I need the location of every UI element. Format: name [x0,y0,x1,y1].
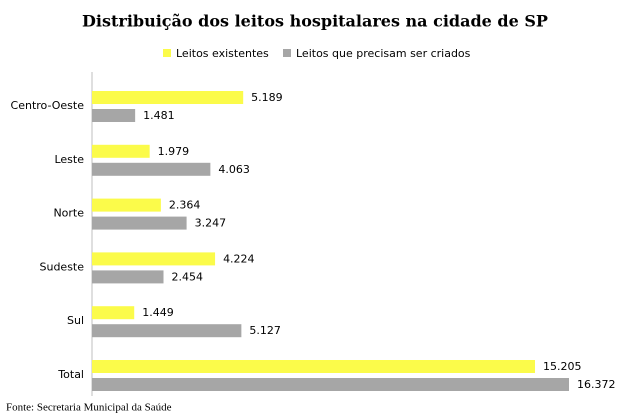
bar [92,198,161,212]
value-label: 2.364 [169,199,201,212]
bar [92,306,135,320]
value-label: 1.979 [158,145,190,158]
bar [92,360,535,373]
bar [92,324,242,338]
value-label: 4.063 [218,163,250,176]
chart-title: Distribuição dos leitos hospitalares na … [82,12,548,31]
value-label: 1.481 [143,109,175,122]
legend-label: Leitos que precisam ser criados [296,47,471,60]
legend-swatch [283,49,291,57]
bar [92,378,569,391]
value-label: 1.449 [142,306,174,319]
value-label: 3.247 [195,217,227,230]
value-label: 5.127 [249,324,281,337]
y-tick-label: Centro-Oeste [11,99,85,112]
bar [92,109,136,122]
value-label: 15.205 [543,360,582,373]
source: Fonte: Secretaria Municipal da Saúde [6,402,172,414]
legend-label: Leitos existentes [176,47,269,60]
value-label: 5.189 [251,91,282,104]
bar [92,270,164,284]
y-tick-label: Sudeste [39,260,84,273]
bar [92,216,187,230]
value-label: 16.372 [577,378,616,391]
value-label: 2.454 [171,270,203,283]
value-label: 4.224 [223,252,255,265]
bar [92,162,211,176]
bar [92,252,216,266]
bar [92,91,244,104]
y-tick-label: Total [57,368,84,381]
legend-swatch [163,49,171,57]
y-tick-label: Leste [54,153,84,166]
y-tick-label: Norte [53,207,84,220]
bar [92,144,150,158]
y-tick-label: Sul [67,314,84,327]
